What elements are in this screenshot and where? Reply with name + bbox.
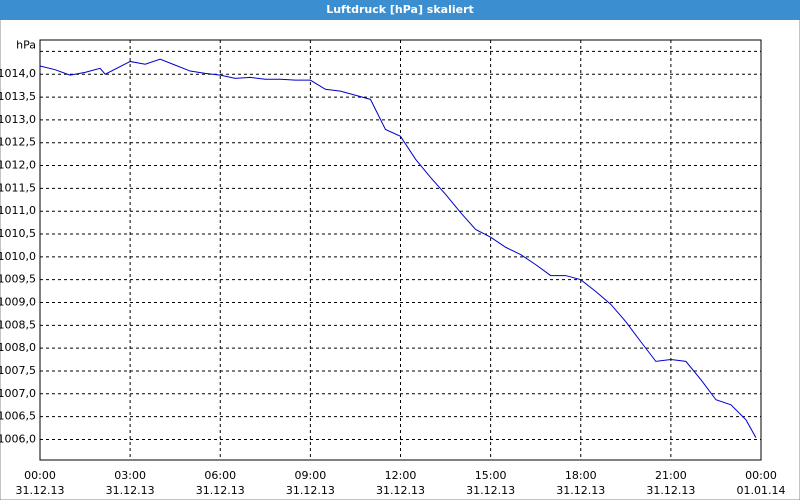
y-tick-label: 1008,5 — [0, 318, 36, 331]
y-tick-label: 1008,0 — [0, 341, 36, 354]
y-tick-label: 1013,5 — [0, 90, 36, 103]
y-tick-label: 1013,0 — [0, 113, 36, 126]
y-tick-label: 1011,5 — [0, 181, 36, 194]
y-tick-label: 1006,5 — [0, 410, 36, 423]
x-tick-label: 06:00 — [204, 469, 236, 482]
x-tick-date: 31.12.13 — [556, 484, 605, 497]
x-tick-label: 21:00 — [655, 469, 687, 482]
y-tick-label: 1012,0 — [0, 159, 36, 172]
x-tick-label: 12:00 — [385, 469, 417, 482]
y-tick-label: 1009,0 — [0, 296, 36, 309]
y-tick-label: 1012,5 — [0, 136, 36, 149]
x-tick-date: 31.12.13 — [646, 484, 695, 497]
x-tick-date: 31.12.13 — [106, 484, 155, 497]
plot-frame — [39, 39, 762, 461]
x-tick-date: 01.01.14 — [737, 484, 786, 497]
x-tick-date: 31.12.13 — [196, 484, 245, 497]
y-tick-label: 1009,5 — [0, 273, 36, 286]
x-tick-label: 18:00 — [565, 469, 597, 482]
x-tick-label: 15:00 — [475, 469, 507, 482]
title-bar — [0, 0, 800, 20]
y-tick-label: 1010,0 — [0, 250, 36, 263]
y-tick-label: hPa — [16, 38, 36, 51]
y-tick-label: 1006,0 — [0, 432, 36, 445]
x-tick-label: 00:00 — [745, 469, 777, 482]
data-line — [39, 58, 757, 438]
y-tick-label: 1007,5 — [0, 364, 36, 377]
y-tick-label: 1011,0 — [0, 204, 36, 217]
x-tick-label: 09:00 — [295, 469, 327, 482]
y-tick-label: 1007,0 — [0, 387, 36, 400]
x-tick-date: 31.12.13 — [376, 484, 425, 497]
x-tick-date: 31.12.13 — [286, 484, 335, 497]
x-tick-date: 31.12.13 — [466, 484, 515, 497]
y-tick-label: 1010,5 — [0, 227, 36, 240]
x-tick-date: 31.12.13 — [16, 484, 65, 497]
chart-title: Luftdruck [hPa] skaliert — [326, 3, 474, 16]
x-tick-label: 00:00 — [24, 469, 56, 482]
y-tick-label: 1014,0 — [0, 67, 36, 80]
x-tick-label: 03:00 — [114, 469, 146, 482]
